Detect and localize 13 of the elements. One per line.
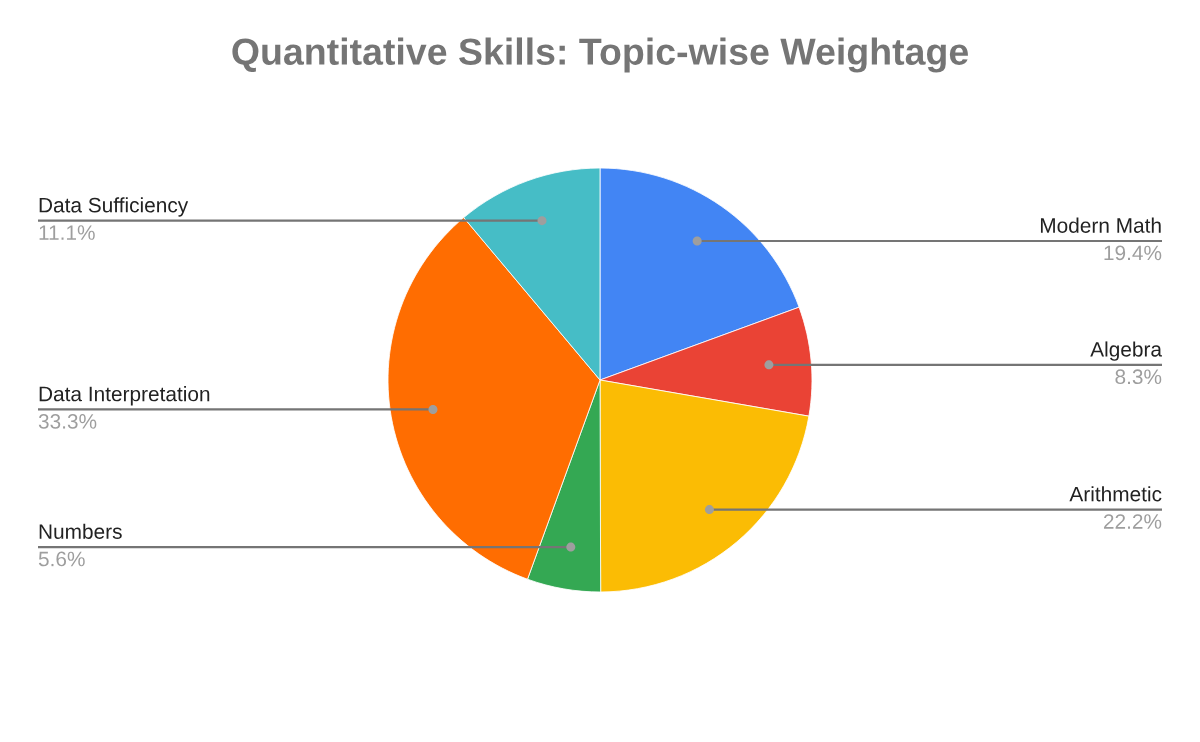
data-label: 22.2%: [1103, 514, 1162, 529]
slice-label: Data Sufficiency: [39, 197, 189, 217]
slice-label: Data Interpretation: [39, 386, 210, 406]
data-label: 33.3%: [38, 414, 97, 429]
data-label: 19.4%: [1104, 245, 1162, 261]
slice-label: Modern Math: [1040, 217, 1161, 233]
chart-title: Quantitative Skills: Topic-wise Weightage: [232, 37, 968, 73]
data-label: 8.3%: [1115, 369, 1162, 385]
slice-label: Arithmetic: [1069, 486, 1162, 502]
slice-label: Numbers: [39, 523, 122, 539]
data-label: 5.6%: [38, 551, 85, 567]
slice-label: Algebra: [1090, 341, 1162, 361]
data-label: 11.1%: [39, 225, 95, 240]
